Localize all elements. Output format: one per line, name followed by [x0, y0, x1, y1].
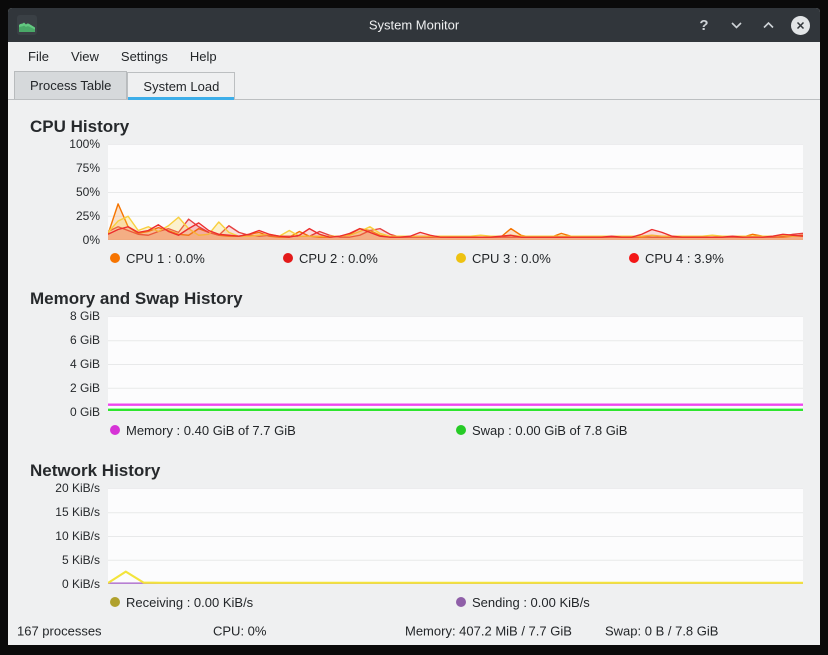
y-tick: 2 GiB [69, 381, 100, 395]
cpu-history-title: CPU History [30, 117, 130, 136]
legend-item-cpu4: CPU 4 : 3.9% [627, 248, 800, 268]
menubar: File View Settings Help [8, 42, 820, 70]
y-tick: 100% [69, 137, 100, 151]
cpu-y-axis: 100% 75% 50% 25% 0% [8, 137, 108, 247]
network-y-axis: 20 KiB/s 15 KiB/s 10 KiB/s 5 KiB/s 0 KiB… [8, 481, 108, 591]
chevron-up-icon [762, 21, 774, 29]
y-tick: 25% [75, 209, 100, 223]
network-history-chart[interactable] [108, 488, 803, 584]
legend-label: CPU 4 : 3.9% [645, 250, 724, 266]
series-color-dot [110, 253, 120, 263]
cpu-status: CPU: 0% [213, 623, 267, 639]
legend-item-swap: Swap : 0.00 GiB of 7.8 GiB [454, 420, 800, 440]
statusbar: 167 processes CPU: 0% Memory: 407.2 MiB … [8, 617, 820, 645]
memory-y-axis: 8 GiB 6 GiB 4 GiB 2 GiB 0 GiB [8, 309, 108, 419]
legend-label: CPU 1 : 0.0% [126, 250, 205, 266]
close-button[interactable] [791, 15, 810, 35]
y-tick: 50% [75, 185, 100, 199]
swap-status: Swap: 0 B / 7.8 GiB [605, 623, 719, 639]
memory-chart-row: 8 GiB 6 GiB 4 GiB 2 GiB 0 GiB [8, 309, 820, 419]
menu-help[interactable]: Help [189, 48, 217, 64]
network-legend: Receiving : 0.00 KiB/s Sending : 0.00 Ki… [108, 592, 820, 612]
legend-item-sending: Sending : 0.00 KiB/s [454, 592, 800, 612]
close-icon [796, 21, 805, 29]
legend-label: Sending : 0.00 KiB/s [472, 594, 590, 610]
menu-view[interactable]: View [70, 48, 99, 64]
y-tick: 6 GiB [69, 333, 100, 347]
memory-swap-history-chart[interactable] [108, 316, 803, 412]
y-tick: 4 GiB [69, 357, 100, 371]
process-count: 167 processes [17, 623, 102, 639]
legend-item-cpu3: CPU 3 : 0.0% [454, 248, 627, 268]
system-monitor-window: System Monitor ? File [8, 8, 820, 645]
legend-label: CPU 2 : 0.0% [299, 250, 378, 266]
cpu-history-chart[interactable] [108, 144, 803, 240]
memory-status: Memory: 407.2 MiB / 7.7 GiB [405, 623, 572, 639]
network-history-title: Network History [30, 461, 161, 480]
maximize-button[interactable] [759, 16, 777, 34]
legend-item-memory: Memory : 0.40 GiB of 7.7 GiB [108, 420, 454, 440]
y-tick: 75% [75, 161, 100, 175]
legend-label: Swap : 0.00 GiB of 7.8 GiB [472, 422, 628, 438]
y-tick: 15 KiB/s [55, 505, 100, 519]
series-color-dot [283, 253, 293, 263]
y-tick: 5 KiB/s [61, 553, 100, 567]
cpu-legend: CPU 1 : 0.0% CPU 2 : 0.0% CPU 3 : 0.0% C… [108, 248, 820, 268]
memory-legend: Memory : 0.40 GiB of 7.7 GiB Swap : 0.00… [108, 420, 820, 440]
menu-file[interactable]: File [28, 48, 49, 64]
tab-label: Process Table [30, 78, 112, 93]
network-chart-row: 20 KiB/s 15 KiB/s 10 KiB/s 5 KiB/s 0 KiB… [8, 481, 820, 591]
tabbar: Process Table System Load [8, 70, 820, 100]
y-tick: 20 KiB/s [55, 481, 100, 495]
legend-label: Receiving : 0.00 KiB/s [126, 594, 254, 610]
y-tick: 0% [82, 233, 100, 247]
series-color-dot [456, 597, 466, 607]
series-color-dot [110, 425, 120, 435]
window-title: System Monitor [368, 17, 460, 33]
titlebar-buttons: ? [695, 8, 810, 42]
series-color-dot [110, 597, 120, 607]
minimize-button[interactable] [727, 16, 745, 34]
series-color-dot [456, 425, 466, 435]
tab-process-table[interactable]: Process Table [14, 71, 128, 99]
y-tick: 0 GiB [69, 405, 100, 419]
help-button[interactable]: ? [695, 16, 713, 34]
titlebar[interactable]: System Monitor ? [8, 8, 820, 42]
tab-system-load[interactable]: System Load [127, 72, 236, 100]
legend-item-cpu2: CPU 2 : 0.0% [281, 248, 454, 268]
legend-item-cpu1: CPU 1 : 0.0% [108, 248, 281, 268]
series-color-dot [456, 253, 466, 263]
y-tick: 0 KiB/s [61, 577, 100, 591]
legend-label: Memory : 0.40 GiB of 7.7 GiB [126, 422, 296, 438]
menu-settings[interactable]: Settings [120, 48, 168, 64]
question-mark-icon: ? [699, 16, 709, 34]
y-tick: 10 KiB/s [55, 529, 100, 543]
series-color-dot [629, 253, 639, 263]
tab-label: System Load [143, 78, 220, 94]
legend-label: CPU 3 : 0.0% [472, 250, 551, 266]
y-tick: 8 GiB [69, 309, 100, 323]
chevron-down-icon [730, 22, 742, 29]
app-icon [17, 15, 37, 35]
memory-swap-history-title: Memory and Swap History [30, 289, 243, 308]
system-load-page: CPU History 100% 75% 50% 25% 0% CPU 1 : … [8, 100, 820, 617]
cpu-chart-row: 100% 75% 50% 25% 0% [8, 137, 820, 247]
legend-item-receiving: Receiving : 0.00 KiB/s [108, 592, 454, 612]
